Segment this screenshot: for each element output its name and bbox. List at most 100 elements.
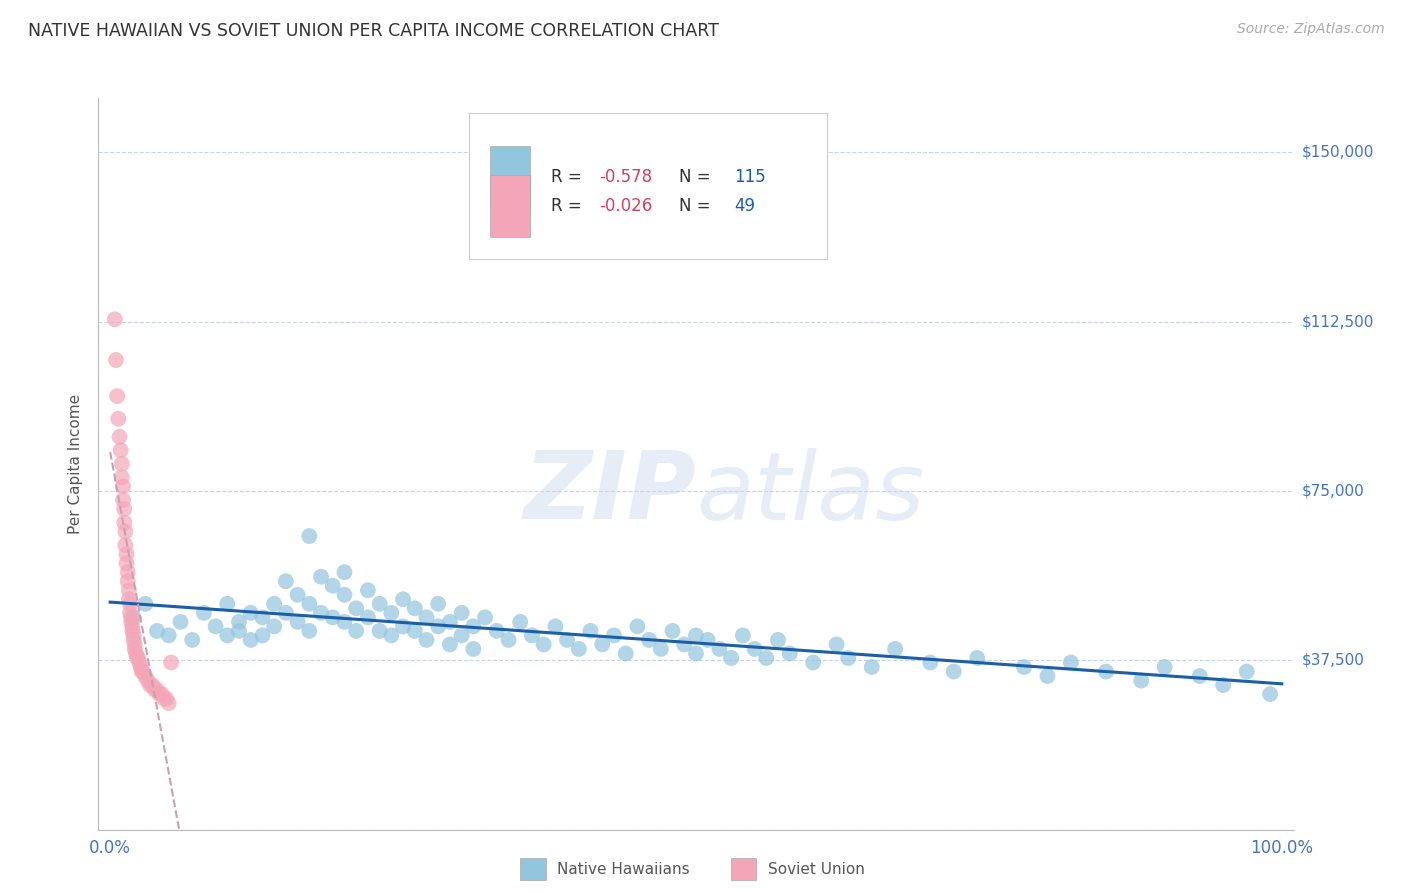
Point xyxy=(105,353,128,368)
Text: Source: ZipAtlas.com: Source: ZipAtlas.com xyxy=(1237,22,1385,37)
Point xyxy=(392,592,415,607)
FancyBboxPatch shape xyxy=(491,145,530,208)
Point xyxy=(117,574,139,589)
Point xyxy=(344,624,367,638)
Text: $75,000: $75,000 xyxy=(1302,483,1365,499)
Point xyxy=(157,628,180,642)
Point xyxy=(263,597,285,611)
Point xyxy=(139,678,162,692)
Point xyxy=(120,615,142,629)
Point xyxy=(709,642,731,657)
Point xyxy=(744,642,766,657)
Point xyxy=(157,696,180,710)
Point xyxy=(143,682,166,697)
Point xyxy=(132,665,155,679)
Point xyxy=(124,637,146,651)
Point xyxy=(333,588,356,602)
Point xyxy=(579,624,602,638)
Text: N =: N = xyxy=(679,197,716,215)
Point xyxy=(110,443,132,458)
Point xyxy=(239,606,262,620)
Text: $37,500: $37,500 xyxy=(1302,653,1365,668)
Point xyxy=(120,597,141,611)
Point xyxy=(603,628,626,642)
Point xyxy=(112,516,135,530)
Point xyxy=(427,619,450,633)
Point xyxy=(122,628,145,642)
Point xyxy=(755,651,778,665)
Point xyxy=(150,687,173,701)
Point xyxy=(134,597,156,611)
Point xyxy=(450,628,472,642)
Point xyxy=(107,411,129,425)
Point xyxy=(404,601,426,615)
Point xyxy=(837,651,859,665)
Point xyxy=(368,597,391,611)
Point xyxy=(696,632,718,647)
Point xyxy=(626,619,648,633)
Point xyxy=(1212,678,1234,692)
Point xyxy=(1130,673,1153,688)
Point xyxy=(127,651,149,665)
Point xyxy=(114,538,136,552)
Point xyxy=(1153,660,1175,674)
Point xyxy=(474,610,496,624)
Point xyxy=(884,642,907,657)
Point xyxy=(463,619,485,633)
Point xyxy=(920,656,942,670)
Point xyxy=(333,615,356,629)
Point xyxy=(298,529,321,543)
Point xyxy=(287,615,309,629)
Point xyxy=(134,669,156,683)
Point xyxy=(309,606,332,620)
Point xyxy=(568,642,591,657)
Point xyxy=(404,624,426,638)
Point xyxy=(128,656,150,670)
Text: Native Hawaiians: Native Hawaiians xyxy=(557,863,689,877)
Point xyxy=(720,651,742,665)
Point xyxy=(415,610,437,624)
Point xyxy=(368,624,391,638)
Point xyxy=(333,565,356,579)
Point xyxy=(533,637,555,651)
Point xyxy=(146,624,169,638)
Point xyxy=(766,632,789,647)
Text: -0.026: -0.026 xyxy=(599,197,652,215)
Point xyxy=(463,642,485,657)
Text: Soviet Union: Soviet Union xyxy=(768,863,865,877)
Point xyxy=(322,610,344,624)
Point xyxy=(685,628,707,642)
Point xyxy=(105,389,128,403)
Point xyxy=(111,470,134,484)
Point xyxy=(160,656,183,670)
Point xyxy=(673,637,696,651)
Point xyxy=(1188,669,1211,683)
FancyBboxPatch shape xyxy=(470,112,827,259)
Point xyxy=(344,601,367,615)
Text: R =: R = xyxy=(551,197,588,215)
Point xyxy=(239,632,262,647)
Point xyxy=(298,597,321,611)
Point xyxy=(591,637,613,651)
Point xyxy=(274,606,297,620)
Point xyxy=(118,592,141,607)
Text: -0.578: -0.578 xyxy=(599,168,652,186)
Point xyxy=(322,579,344,593)
Point xyxy=(638,632,661,647)
Point xyxy=(555,632,578,647)
Text: NATIVE HAWAIIAN VS SOVIET UNION PER CAPITA INCOME CORRELATION CHART: NATIVE HAWAIIAN VS SOVIET UNION PER CAPI… xyxy=(28,22,718,40)
Point xyxy=(217,597,239,611)
Point xyxy=(1036,669,1059,683)
Point xyxy=(860,660,883,674)
Point xyxy=(125,647,148,661)
Point xyxy=(108,430,131,444)
Point xyxy=(204,619,226,633)
Point xyxy=(120,606,141,620)
Point xyxy=(117,565,139,579)
Point xyxy=(118,583,141,598)
Point xyxy=(274,574,297,589)
Point xyxy=(685,647,707,661)
Point xyxy=(380,606,402,620)
Text: 49: 49 xyxy=(734,197,755,215)
Point xyxy=(380,628,402,642)
